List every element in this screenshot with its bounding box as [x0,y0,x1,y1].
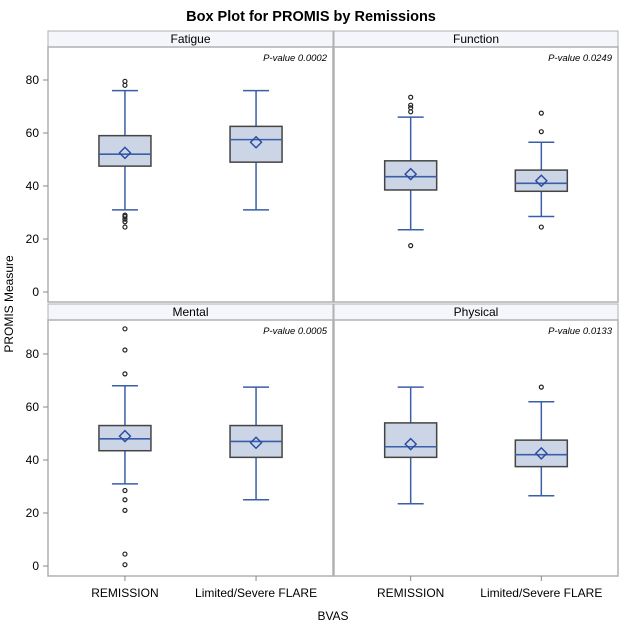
outlier-point [408,102,414,108]
outlier-point [122,219,128,225]
iqr-box [383,422,438,459]
y-axis-label: PROMIS Measure [2,255,16,353]
outlier-point [408,94,414,100]
panel-strip-label: Physical [454,305,499,319]
outlier-point [122,347,128,353]
box-remission [98,326,152,568]
outlier-point [538,224,544,230]
box-remission [383,94,438,249]
iqr-box [229,125,283,163]
y-tick-label: 0 [32,285,39,299]
mean-marker [404,437,418,451]
outlier-point [538,129,544,135]
panel-frame [333,46,619,303]
outlier-point [122,562,128,568]
y-tick-label: 40 [26,179,40,193]
outlier-point [122,78,128,84]
box-flare [229,89,283,211]
box-flare [514,110,569,230]
panel-function: Function P-value 0.0249 [333,30,619,303]
outlier-point [122,497,128,503]
panel-physical: Physical P-value 0.0133 REMISSION Limited/S… [333,303,619,600]
mean-marker [118,429,132,443]
outlier-point [122,551,128,557]
iqr-box [383,160,438,191]
box-remission [383,386,438,505]
p-value-label: P-value 0.0002 [263,53,328,64]
p-value-label: P-value 0.0249 [548,53,613,64]
x-axis-label: BVAS [317,609,348,623]
p-value-label: P-value 0.0133 [548,326,613,337]
mean-marker [249,135,263,149]
iqr-box [514,169,569,193]
y-tick-label: 40 [26,453,40,467]
panel-fatigue: Fatigue P-value 0.0002 0 20 40 60 80 [26,30,334,303]
y-tick-label: 80 [26,347,40,361]
y-tick-label: 0 [32,559,39,573]
y-tick-label: 60 [26,400,40,414]
outlier-point [122,224,128,230]
y-tick-label: 80 [26,73,40,87]
y-tick-label: 20 [26,506,40,520]
box-flare [514,384,569,497]
p-value-label: P-value 0.0005 [263,326,328,337]
panel-mental: Mental P-value 0.0005 0 20 40 60 80 REMISSION Li… [26,303,334,600]
outlier-point [538,110,544,116]
panel-frame [47,46,334,303]
outlier-point [122,212,128,218]
outlier-point [408,243,414,249]
box-remission [98,78,152,230]
outlier-point [538,384,544,390]
x-tick-label: Limited/Severe FLARE [480,586,602,600]
outlier-point [408,105,414,111]
x-tick-label: REMISSION [91,586,158,600]
y-tick-label: 60 [26,126,40,140]
mean-marker [534,174,548,188]
panel-frame [47,319,334,577]
x-tick-label: Limited/Severe FLARE [195,586,317,600]
outlier-point [122,326,128,332]
box-flare [229,386,283,501]
chart-title: Box Plot for PROMIS by Remissions [186,9,436,25]
panel-strip-label: Mental [172,305,208,319]
mean-marker [249,436,263,450]
mean-marker [404,167,418,181]
outlier-point [122,371,128,377]
outlier-point [122,487,128,494]
y-tick-label: 20 [26,232,40,246]
panel-strip-label: Function [453,32,499,46]
panel-strip-label: Fatigue [170,32,210,46]
panels-group: Fatigue P-value 0.0002 0 20 40 60 80 Function P-… [26,30,619,600]
mean-marker [118,146,132,160]
x-tick-label: REMISSION [377,586,444,600]
outlier-point [122,507,128,513]
panel-frame [333,319,619,577]
iqr-box [98,134,152,167]
mean-marker [534,446,548,460]
iqr-box [514,439,569,468]
